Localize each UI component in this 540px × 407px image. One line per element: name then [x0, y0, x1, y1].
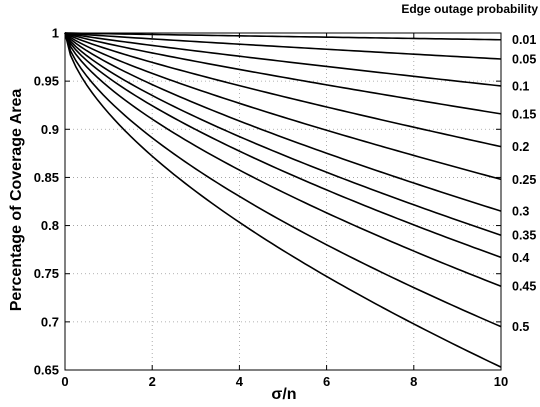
y-tick-label: 0.9 [41, 122, 59, 137]
x-tick-label: 8 [410, 374, 417, 389]
plot-frame [64, 32, 502, 371]
y-tick-label: 0.85 [34, 170, 59, 185]
series-label: 0.15 [512, 107, 536, 121]
y-tick-label: 1 [52, 26, 59, 41]
series-label: 0.1 [512, 79, 529, 93]
series-line [64, 32, 502, 236]
series-line [64, 32, 502, 181]
series-line [64, 32, 502, 87]
y-tick-label: 0.8 [41, 218, 59, 233]
tick-labels: 0 2 4 6 8 10 0.65 0.7 0.75 0.8 0.85 0.9 0.95 1 [34, 26, 509, 390]
series-line [64, 32, 502, 115]
series-label: 0.2 [512, 140, 529, 154]
series-line [64, 32, 502, 60]
series-line [64, 32, 502, 212]
series-labels: 0.01 0.05 0.1 0.15 0.2 0.25 0.3 0.35 0.4 0.45 0.5 [512, 33, 536, 334]
x-tick-label: 0 [61, 374, 68, 389]
series-line [64, 32, 502, 328]
series-line [64, 32, 502, 259]
y-tick-label: 0.75 [34, 266, 59, 281]
series-label: 0.45 [512, 280, 536, 294]
series-line [64, 32, 502, 287]
grid [65, 33, 501, 370]
series-label: 0.3 [512, 205, 529, 219]
legend-title: Edge outage probability [401, 2, 538, 16]
series-label: 0.4 [512, 251, 529, 265]
y-tick-label: 0.7 [41, 314, 59, 329]
x-tick-label: 4 [236, 374, 244, 389]
series-line [64, 32, 502, 148]
x-tick-label: 2 [149, 374, 156, 389]
curves [64, 32, 502, 368]
series-label: 0.5 [512, 320, 529, 334]
series-line [64, 32, 502, 368]
series-label: 0.25 [512, 173, 536, 187]
ticks [64, 32, 502, 371]
y-tick-label: 0.65 [34, 363, 59, 378]
x-tick-label: 10 [494, 374, 508, 389]
series-label: 0.05 [512, 52, 536, 66]
series-label: 0.35 [512, 229, 536, 243]
y-tick-label: 0.95 [34, 74, 59, 89]
y-axis-title: Percentage of Coverage Area [8, 89, 25, 312]
x-axis-title: σ/n [271, 386, 296, 403]
series-label: 0.01 [512, 33, 536, 47]
series-line [64, 32, 502, 41]
x-tick-label: 6 [323, 374, 330, 389]
